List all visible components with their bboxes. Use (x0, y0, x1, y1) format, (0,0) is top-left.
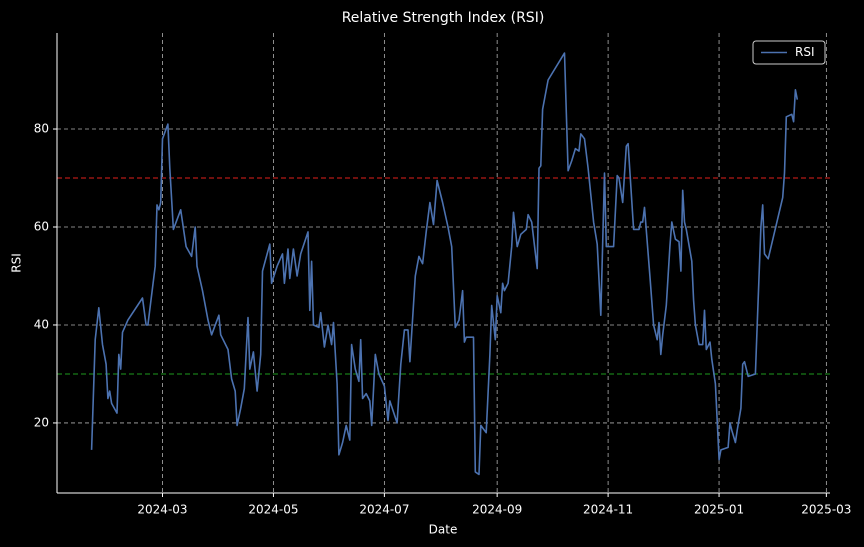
x-tick-label: 2024-11 (583, 503, 633, 517)
x-tick-label: 2024-09 (472, 503, 522, 517)
x-tick-label: 2024-05 (248, 503, 298, 517)
x-tick-label: 2025-03 (801, 503, 851, 517)
x-tick-label: 2024-07 (359, 503, 409, 517)
y-tick-label: 80 (34, 122, 49, 136)
y-axis-label: RSI (10, 253, 24, 273)
y-tick-label: 60 (34, 219, 49, 233)
y-tick-label: 20 (34, 415, 49, 429)
legend-box (752, 40, 826, 65)
rsi-line (90, 52, 799, 476)
x-axis-label: Date (429, 523, 458, 537)
y-tick-label: 40 (34, 317, 49, 331)
legend-label: RSI (795, 45, 815, 59)
x-tick-label: 2025-01 (694, 503, 744, 517)
x-tick-label: 2024-03 (137, 503, 187, 517)
chart-title: Relative Strength Index (RSI) (342, 10, 545, 26)
